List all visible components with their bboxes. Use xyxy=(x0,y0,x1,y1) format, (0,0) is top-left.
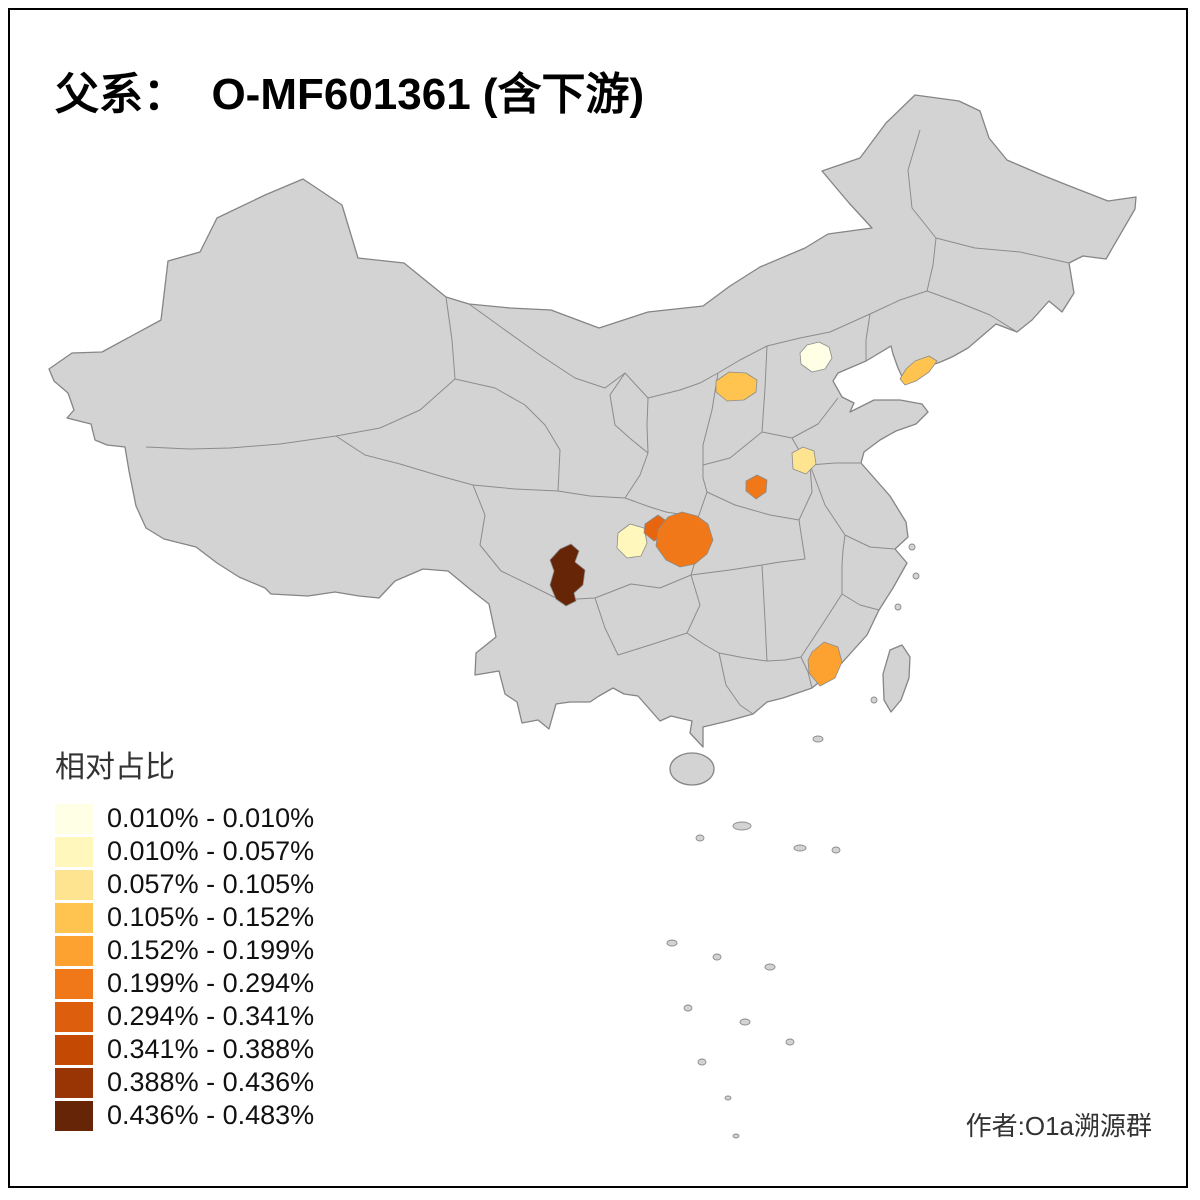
sea-islet xyxy=(764,963,776,971)
legend-title: 相对占比 xyxy=(55,751,175,784)
mainland-outline xyxy=(48,94,1137,748)
legend-swatch xyxy=(55,935,93,966)
province-border xyxy=(468,129,937,399)
figure-frame xyxy=(8,8,1188,1188)
legend-label: 0.105% - 0.152% xyxy=(107,902,315,932)
legend-item: 0.436% - 0.483% xyxy=(55,1099,314,1132)
legend-item: 0.294% - 0.341% xyxy=(55,1000,314,1033)
sea-islet xyxy=(732,1133,740,1139)
legend-label: 0.010% - 0.010% xyxy=(107,803,315,833)
province-border xyxy=(624,491,708,519)
map-region-sichuan-northeast xyxy=(616,523,648,559)
map-region-henan-southwest xyxy=(745,474,768,500)
legend-label: 0.436% - 0.483% xyxy=(107,1100,315,1130)
province-border xyxy=(935,237,1070,264)
sea-islet xyxy=(812,735,824,743)
sea-islet xyxy=(666,939,678,947)
legend-item: 0.152% - 0.199% xyxy=(55,934,314,967)
province-border xyxy=(800,656,813,689)
province-border xyxy=(454,378,626,499)
coastal-island xyxy=(908,543,916,551)
map-region-henan-east xyxy=(791,446,817,475)
sea-islet xyxy=(732,821,752,831)
province-border xyxy=(702,345,768,466)
province-border xyxy=(865,313,871,361)
legend-label: 0.294% - 0.341% xyxy=(107,1001,315,1031)
province-border xyxy=(702,464,813,521)
map-region-liaodong-dalian xyxy=(899,355,938,386)
legend-swatch xyxy=(55,1100,93,1131)
legend-swatch xyxy=(55,1001,93,1032)
legend-label: 0.341% - 0.388% xyxy=(107,1034,315,1064)
province-border xyxy=(809,464,896,566)
author-credit: 作者:O1a溯源群 xyxy=(965,1111,1152,1141)
map-title: 父系： O-MF601361 (含下游) xyxy=(55,70,645,119)
sea-islet xyxy=(712,953,722,961)
legend-item: 0.341% - 0.388% xyxy=(55,1033,314,1066)
taiwan-island xyxy=(882,644,911,713)
map-region-sichuan-south xyxy=(549,543,586,607)
legend-swatch xyxy=(55,1067,93,1098)
province-border xyxy=(718,652,754,715)
legend-swatch xyxy=(55,1034,93,1065)
legend-swatch xyxy=(55,836,93,867)
coastal-island xyxy=(870,696,878,704)
legend-item: 0.010% - 0.010% xyxy=(55,802,314,835)
highlighted-regions xyxy=(549,341,938,687)
map-region-fujian-west xyxy=(807,641,843,687)
legend-label: 0.057% - 0.105% xyxy=(107,869,315,899)
south-china-sea-islets xyxy=(666,543,920,1139)
china-landmass xyxy=(48,94,1137,786)
province-border xyxy=(335,435,559,492)
legend-item: 0.105% - 0.152% xyxy=(55,901,314,934)
province-border xyxy=(686,564,768,662)
legend-item: 0.057% - 0.105% xyxy=(55,868,314,901)
map-region-shanxi-central xyxy=(715,371,758,402)
sea-islet xyxy=(739,1018,751,1026)
legend-swatch xyxy=(55,902,93,933)
map-region-chongqing xyxy=(655,511,714,568)
hainan-island xyxy=(669,752,715,786)
legend-label: 0.010% - 0.057% xyxy=(107,836,315,866)
province-borders xyxy=(145,129,1070,715)
legend-swatch xyxy=(55,803,93,834)
legend-item: 0.388% - 0.436% xyxy=(55,1066,314,1099)
coastal-island xyxy=(912,572,920,580)
legend-label: 0.199% - 0.294% xyxy=(107,968,315,998)
province-border xyxy=(145,296,456,450)
province-border xyxy=(472,484,502,572)
province-border xyxy=(609,372,649,499)
legend-label: 0.152% - 0.199% xyxy=(107,935,315,965)
sea-islet xyxy=(785,1038,795,1046)
coastal-island xyxy=(894,603,902,611)
sea-islet xyxy=(683,1004,693,1012)
legend: 相对占比 0.010% - 0.010% 0.010% - 0.057% 0.0… xyxy=(55,742,314,1132)
legend-label: 0.388% - 0.436% xyxy=(107,1067,315,1097)
sea-islet xyxy=(793,844,807,852)
legend-swatch xyxy=(55,968,93,999)
sea-islet xyxy=(695,834,705,842)
legend-swatch xyxy=(55,869,93,900)
province-border xyxy=(926,290,1018,333)
province-border xyxy=(809,462,861,466)
province-border xyxy=(766,565,843,662)
sea-islet xyxy=(831,846,841,854)
sea-islet xyxy=(724,1095,732,1101)
province-border xyxy=(594,574,701,656)
legend-item: 0.010% - 0.057% xyxy=(55,835,314,868)
legend-item: 0.199% - 0.294% xyxy=(55,967,314,1000)
province-border xyxy=(690,519,806,576)
sea-islet xyxy=(697,1058,707,1066)
map-region-beijing xyxy=(799,341,833,373)
province-border xyxy=(841,593,880,611)
